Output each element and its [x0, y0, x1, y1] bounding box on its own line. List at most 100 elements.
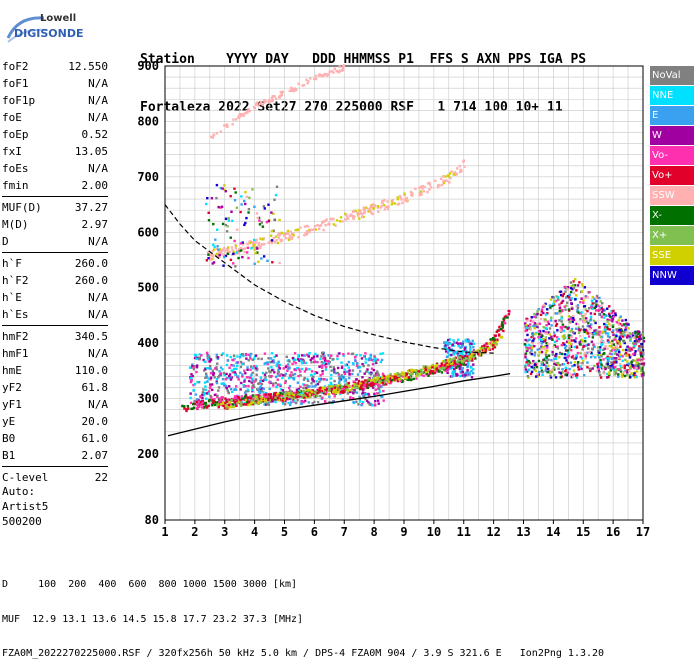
echo-dot-spread	[472, 342, 476, 345]
param-row: foEp 0.52	[2, 126, 108, 143]
echo-dot-spread-f	[551, 368, 554, 371]
echo-dot-spread	[203, 381, 207, 384]
echo-dot-trace	[279, 391, 282, 395]
echo-dot-spread-f	[585, 332, 588, 335]
echo-dot-trace	[420, 371, 423, 374]
param-label: yF1	[2, 398, 22, 411]
echo-dot-scatter	[247, 207, 251, 211]
echo-dot-spread-f	[538, 347, 542, 350]
echo-dot-spread-f	[573, 332, 576, 335]
echo-dot-spread	[277, 369, 280, 372]
echo-dot-multihop	[299, 226, 302, 229]
echo-dot-spread-f	[555, 352, 558, 356]
echo-dot-spread	[221, 377, 225, 381]
echo-dot-trace	[255, 396, 258, 399]
echo-dot-third-hop	[239, 113, 243, 116]
echo-dot-trace	[377, 384, 380, 387]
echo-dot-spread-f	[585, 344, 588, 347]
echo-dot-spread-f	[620, 373, 624, 376]
echo-dot-spread	[260, 357, 263, 361]
legend-item-nne: NNE	[650, 86, 694, 105]
echo-dot-spread-f	[611, 339, 614, 343]
echo-dot-trace	[339, 386, 342, 389]
echo-dot-spread-f	[622, 340, 626, 343]
x-tick-label: 9	[400, 525, 407, 539]
echo-dot-spread-f	[572, 280, 575, 283]
echo-dot-spread-f	[600, 310, 604, 314]
echo-dot-spread	[351, 369, 355, 372]
echo-dot-spread	[210, 383, 214, 386]
param-row: h`F 260.0	[2, 255, 108, 272]
echo-dot-spread-f	[602, 309, 605, 312]
echo-dot-spread-f	[626, 363, 629, 367]
echo-dot-spread	[311, 377, 314, 381]
echo-dot-third-hop	[340, 69, 344, 72]
echo-dot-third-hop	[247, 109, 251, 112]
x-tick-label: 4	[251, 525, 258, 539]
echo-dot-trace	[336, 384, 340, 387]
echo-dot-trace	[483, 349, 486, 352]
echo-dot-spread-f	[552, 302, 555, 306]
echo-dot-multihop	[418, 193, 421, 197]
echo-dot-spread-f	[557, 298, 560, 301]
echo-dot-spread-f	[569, 342, 572, 346]
echo-dot-trace	[422, 374, 425, 378]
echo-dot-trace	[402, 373, 405, 377]
echo-dot-spread-f	[567, 294, 570, 298]
echo-dot-spread-f	[589, 368, 593, 371]
echo-dot-trace	[439, 368, 442, 371]
echo-dot-spread	[355, 353, 358, 357]
echo-dot-trace	[380, 375, 384, 378]
echo-dot-multihop	[241, 243, 245, 246]
echo-dot-spread	[311, 379, 314, 382]
echo-dot-spread	[233, 388, 236, 391]
echo-dot-trace	[424, 370, 428, 374]
echo-dot-scatter	[224, 254, 228, 258]
echo-dot-spread-f	[576, 306, 580, 310]
echo-dot-spread	[341, 365, 344, 368]
echo-dot-spread-f	[540, 361, 544, 364]
param-label: h`E	[2, 291, 22, 304]
echo-dot-spread	[215, 381, 219, 385]
param-value: N/A	[88, 398, 108, 411]
echo-dot-spread	[349, 396, 352, 399]
echo-dot-spread	[195, 364, 199, 367]
echo-dot-multihop	[383, 208, 387, 211]
echo-dot-spread-f	[529, 319, 533, 322]
echo-dot-spread-f	[526, 319, 529, 322]
echo-dot-spread-f	[525, 370, 529, 373]
echo-dot-trace	[460, 361, 463, 364]
echo-dot-spread-f	[583, 286, 587, 289]
echo-dot-spread	[245, 353, 248, 357]
echo-dot-spread	[196, 398, 199, 401]
echo-dot-spread-f	[634, 334, 638, 337]
echo-dot-spread	[352, 380, 355, 383]
echo-dot-scatter	[215, 183, 219, 187]
echo-dot-spread	[234, 373, 237, 376]
echo-dot-spread	[284, 381, 287, 385]
echo-dot-third-hop	[290, 89, 293, 92]
echo-dot-trace	[443, 360, 446, 363]
param-value: N/A	[88, 94, 108, 107]
echo-dot-spread	[356, 366, 360, 369]
echo-dot-spread	[338, 379, 342, 382]
echo-dot-spread-f	[640, 369, 643, 372]
echo-dot-trace	[435, 364, 439, 367]
legend-item-vo: Vo+	[650, 166, 694, 185]
echo-dot-spread	[461, 366, 464, 370]
echo-dot-spread-f	[586, 309, 589, 313]
echo-dot-scatter	[278, 261, 281, 265]
echo-dot-spread	[315, 380, 318, 383]
echo-dot-spread-f	[598, 333, 601, 336]
echo-dot-trace	[371, 382, 374, 385]
echo-dot-spread	[363, 392, 367, 396]
echo-dot-multihop	[282, 233, 286, 236]
param-row: yE 20.0	[2, 413, 108, 430]
echo-dot-spread-f	[613, 357, 616, 360]
echo-dot-multihop	[253, 248, 256, 251]
echo-dot-spread-f	[606, 318, 609, 321]
echo-dot-spread	[461, 344, 464, 347]
echo-dot-spread-f	[564, 308, 567, 311]
echo-dot-spread-f	[571, 364, 574, 368]
echo-dot-spread-f	[588, 325, 591, 328]
